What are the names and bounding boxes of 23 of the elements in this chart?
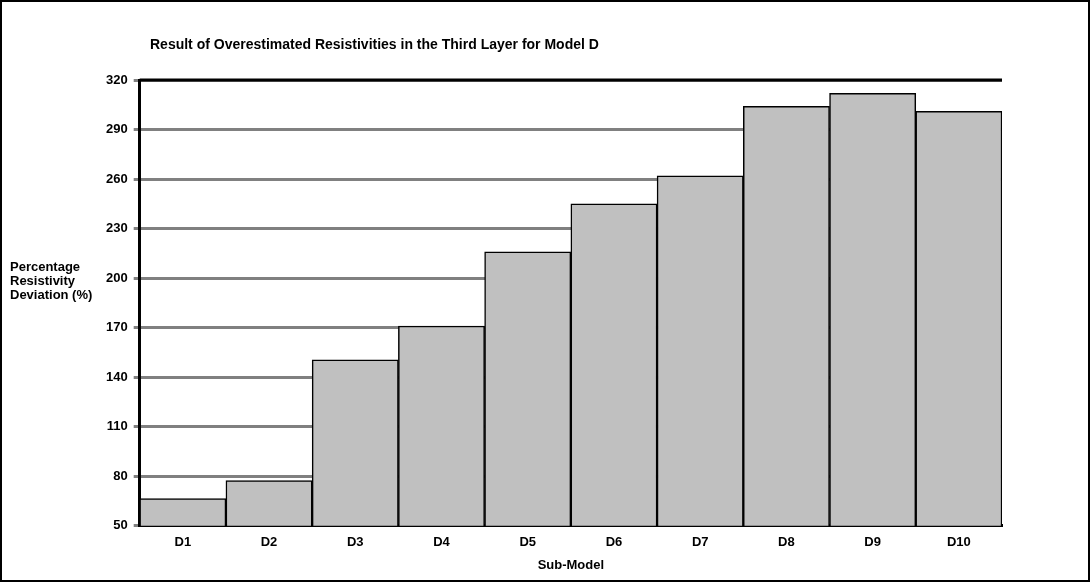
x-tick-label: D1 — [174, 534, 192, 550]
x-tick-label: D5 — [519, 534, 537, 550]
chart-title: Result of Overestimated Resistivities in the Third Layer for Model D — [150, 36, 599, 52]
y-tick-label: 110 — [106, 418, 128, 434]
x-tick-label: D8 — [778, 534, 795, 550]
x-tick-label: D6 — [605, 534, 623, 550]
y-tick-label: 50 — [113, 517, 128, 533]
x-axis-title: Sub-Model — [537, 556, 605, 572]
y-tick-label: 290 — [105, 121, 128, 137]
x-tick-label: D4 — [433, 534, 451, 550]
x-tick-label: D9 — [864, 534, 881, 550]
y-tick-label: 260 — [105, 170, 128, 186]
y-tick-label: 140 — [105, 368, 128, 384]
y-tick-label: 230 — [105, 220, 128, 236]
x-tick-label: D2 — [260, 534, 278, 550]
y-tick-label: 170 — [105, 319, 128, 335]
y-tick-label: 200 — [105, 269, 128, 285]
y-tick-label: 80 — [113, 467, 128, 483]
y-tick-label: 320 — [105, 71, 128, 87]
x-tick-label: D7 — [691, 534, 709, 550]
y-axis-title: Percentage Resistivity Deviation (%) — [10, 259, 94, 302]
x-tick-label: D3 — [346, 534, 364, 550]
x-tick-label: D10 — [946, 534, 971, 550]
